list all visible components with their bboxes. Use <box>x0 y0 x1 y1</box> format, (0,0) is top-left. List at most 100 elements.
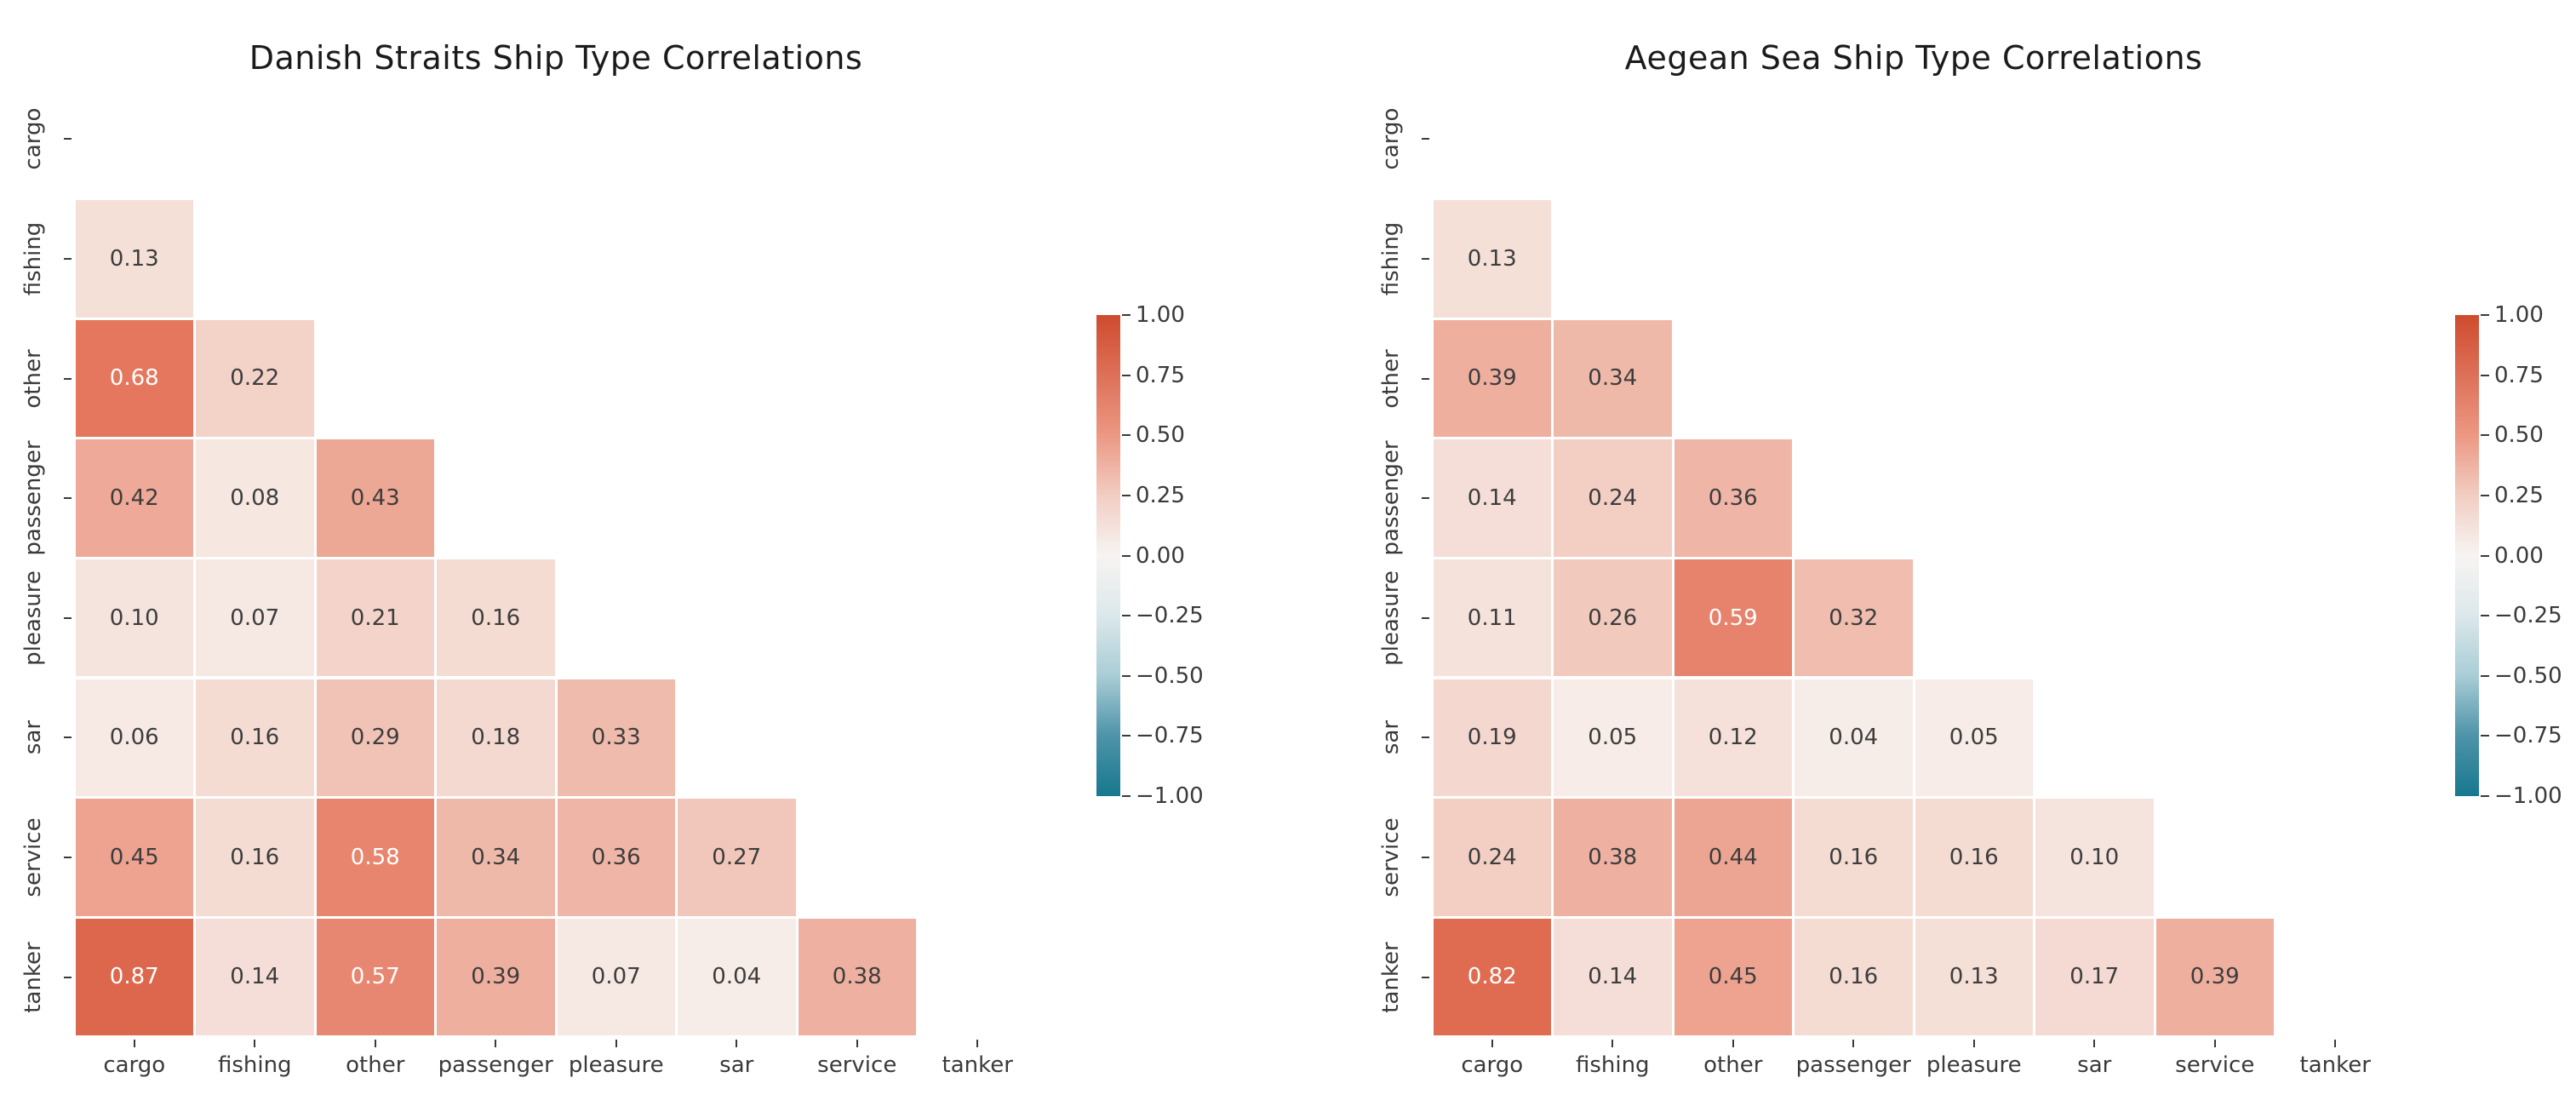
heatmap-cell: 0.16 <box>1915 799 2033 916</box>
heatmap-cell: 0.38 <box>798 918 916 1036</box>
heatmap-cell: 0.32 <box>1795 559 1913 677</box>
colorbar-tick-label: −0.25 <box>1136 603 1204 629</box>
row-tick-label: passenger <box>1378 440 1404 556</box>
heatmap-cell: 0.14 <box>1554 918 1672 1036</box>
row-tick-label: tanker <box>1378 941 1404 1013</box>
heatmap-cell: 0.59 <box>1674 559 1792 677</box>
cell-value: 0.33 <box>591 725 641 751</box>
cell-value: 0.87 <box>109 964 159 990</box>
colorbar-tick-label: −1.00 <box>1136 783 1204 809</box>
colorbar-tick <box>2481 494 2489 496</box>
x-axis-tick <box>254 1039 256 1047</box>
colorbar-tick <box>2481 795 2489 797</box>
y-axis-tick <box>1422 257 1429 260</box>
cell-value: 0.21 <box>350 605 400 631</box>
y-axis-tick <box>64 257 72 260</box>
heatmap-cell: 0.13 <box>1433 200 1551 318</box>
cell-value: 0.68 <box>109 365 159 392</box>
heatmap-cell: 0.33 <box>557 679 675 797</box>
heatmap-cell: 0.68 <box>75 319 193 438</box>
colorbar-tick-label: 0.25 <box>1136 482 1185 508</box>
colorbar-tick <box>1122 494 1131 496</box>
col-tick-label: pleasure <box>1926 1052 2022 1078</box>
danish-straits-heatmap-title: Danish Straits Ship Type Correlations <box>249 39 863 77</box>
col-tick-label: passenger <box>1795 1052 1911 1078</box>
x-axis-tick <box>615 1039 617 1047</box>
cell-value: 0.39 <box>471 964 521 990</box>
y-axis-tick <box>64 737 72 739</box>
colorbar-tick <box>2481 615 2489 617</box>
heatmap-cell: 0.29 <box>316 679 434 797</box>
cell-value: 0.16 <box>471 605 521 631</box>
colorbar-tick <box>1122 795 1131 797</box>
y-axis-tick <box>64 377 72 380</box>
cell-value: 0.34 <box>1588 365 1638 392</box>
x-axis-tick <box>495 1039 497 1047</box>
colorbar-tick <box>1122 434 1131 437</box>
col-tick-label: pleasure <box>568 1052 664 1078</box>
cell-value: 0.14 <box>1588 964 1638 990</box>
col-tick-label: tanker <box>942 1052 1013 1078</box>
colorbar-tick-label: 0.00 <box>1136 542 1185 569</box>
heatmap-cell: 0.06 <box>75 679 193 797</box>
cell-value: 0.14 <box>230 964 280 990</box>
cell-value: 0.16 <box>1829 964 1879 990</box>
heatmap-cell: 0.22 <box>196 319 314 438</box>
cell-value: 0.38 <box>832 964 882 990</box>
cell-value: 0.16 <box>1949 844 1999 870</box>
heatmap-cell: 0.26 <box>1554 559 1672 677</box>
cell-value: 0.04 <box>712 964 762 990</box>
cell-value: 0.12 <box>1708 725 1758 751</box>
cell-value: 0.57 <box>350 964 400 990</box>
cell-value: 0.13 <box>1467 245 1517 272</box>
x-axis-tick <box>1852 1039 1855 1047</box>
col-tick-label: fishing <box>217 1052 292 1078</box>
cell-value: 0.16 <box>1829 844 1879 870</box>
col-tick-label: tanker <box>2299 1052 2371 1078</box>
heatmap-cell: 0.05 <box>1554 679 1672 797</box>
colorbar-tick-label: −1.00 <box>2494 783 2562 809</box>
row-tick-label: pleasure <box>20 570 46 666</box>
heatmap-cell: 0.39 <box>1433 319 1551 438</box>
heatmap-cell: 0.18 <box>437 679 555 797</box>
cell-value: 0.08 <box>230 485 280 512</box>
colorbar-tick <box>2481 674 2489 677</box>
heatmap-cell: 0.10 <box>2035 799 2154 916</box>
colorbar-tick-label: 1.00 <box>2494 302 2544 328</box>
col-tick-label: sar <box>2077 1052 2112 1078</box>
col-tick-label: passenger <box>438 1052 553 1078</box>
y-axis-tick <box>1422 377 1429 380</box>
heatmap-cell: 0.39 <box>2155 918 2274 1036</box>
y-axis-tick <box>1422 497 1429 500</box>
row-tick-label: other <box>20 348 46 409</box>
y-axis-tick <box>64 497 72 500</box>
row-tick-label: cargo <box>1378 107 1404 170</box>
heatmap-cell: 0.04 <box>678 918 796 1036</box>
heatmap-cell: 0.04 <box>1795 679 1913 797</box>
row-tick-label: service <box>1378 817 1404 897</box>
colorbar-tick <box>1122 615 1131 617</box>
cell-value: 0.32 <box>1829 605 1879 631</box>
cell-value: 0.43 <box>350 485 400 512</box>
cell-value: 0.16 <box>230 725 280 751</box>
heatmap-cell: 0.05 <box>1915 679 2033 797</box>
colorbar-tick <box>1122 314 1131 316</box>
heatmap-cell: 0.34 <box>1554 319 1672 438</box>
heatmap-cell: 0.10 <box>75 559 193 677</box>
cell-value: 0.26 <box>1588 605 1638 631</box>
cell-value: 0.13 <box>109 245 159 272</box>
cell-value: 0.45 <box>1708 964 1758 990</box>
cell-value: 0.10 <box>2069 844 2120 870</box>
colorbar-tick <box>1122 374 1131 376</box>
col-tick-label: other <box>346 1052 405 1078</box>
heatmap-cell: 0.14 <box>196 918 314 1036</box>
heatmap-cell: 0.19 <box>1433 679 1551 797</box>
x-axis-tick <box>2093 1039 2096 1047</box>
colorbar-tick <box>2481 374 2489 376</box>
colorbar-tick-label: −0.75 <box>2494 723 2562 749</box>
row-tick-label: other <box>1378 348 1404 409</box>
colorbar-tick-label: 0.50 <box>1136 422 1185 449</box>
heatmap-cell: 0.44 <box>1674 799 1792 916</box>
heatmap-cell: 0.11 <box>1433 559 1551 677</box>
